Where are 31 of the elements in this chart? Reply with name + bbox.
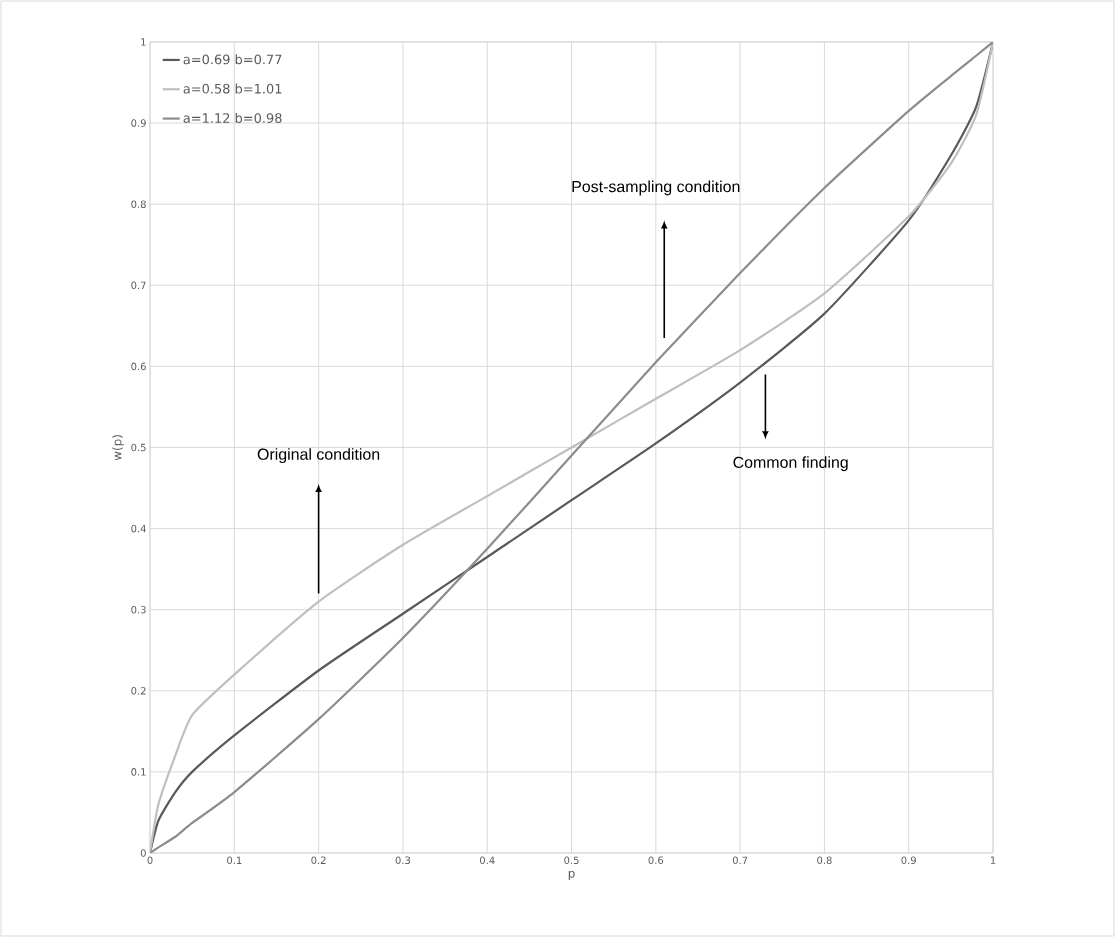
x-tick-label: 0.5	[564, 856, 579, 865]
x-axis-title: p	[568, 870, 575, 881]
x-tick-label: 0.4	[479, 856, 495, 865]
x-tick-label: 1	[990, 856, 996, 864]
y-tick-label: 0.8	[131, 200, 146, 208]
x-tick-label: 0.1	[227, 856, 242, 865]
line-series	[150, 41, 994, 853]
x-tick-label: 0	[147, 856, 153, 865]
legend-label: a=0.58 b=1.01	[183, 83, 282, 94]
legend-label: a=0.69 b=0.77	[183, 54, 282, 65]
y-tick-label: 0.2	[131, 687, 146, 695]
y-tick-label: 0.5	[131, 443, 146, 452]
y-tick-label: 1	[141, 38, 146, 46]
y-tick-label: 0.9	[131, 119, 146, 127]
y-tick-label: 0.3	[131, 605, 146, 614]
y-tick-label: 0.7	[131, 281, 146, 290]
y-tick-label: 0.4	[131, 524, 146, 533]
x-tick-label: 0.6	[648, 856, 664, 865]
annotation: Common finding	[733, 456, 848, 472]
y-axis-title: w(p)	[112, 435, 124, 461]
y-tick-label: 0.1	[131, 768, 146, 776]
x-tick-label: 0.3	[395, 856, 411, 865]
x-tick-label: 0.2	[311, 856, 326, 865]
x-tick-label: 0.8	[817, 856, 832, 865]
x-tick-label: 0.7	[732, 856, 748, 865]
y-tick-label: 0.6	[131, 362, 146, 371]
x-tick-label: 0.9	[901, 856, 916, 865]
annotation: Post-sampling condition	[572, 180, 740, 196]
y-tick-label: 0	[140, 849, 146, 857]
annotation: Original condition	[257, 448, 380, 464]
legend-label: a=1.12 b=0.98	[183, 112, 282, 123]
